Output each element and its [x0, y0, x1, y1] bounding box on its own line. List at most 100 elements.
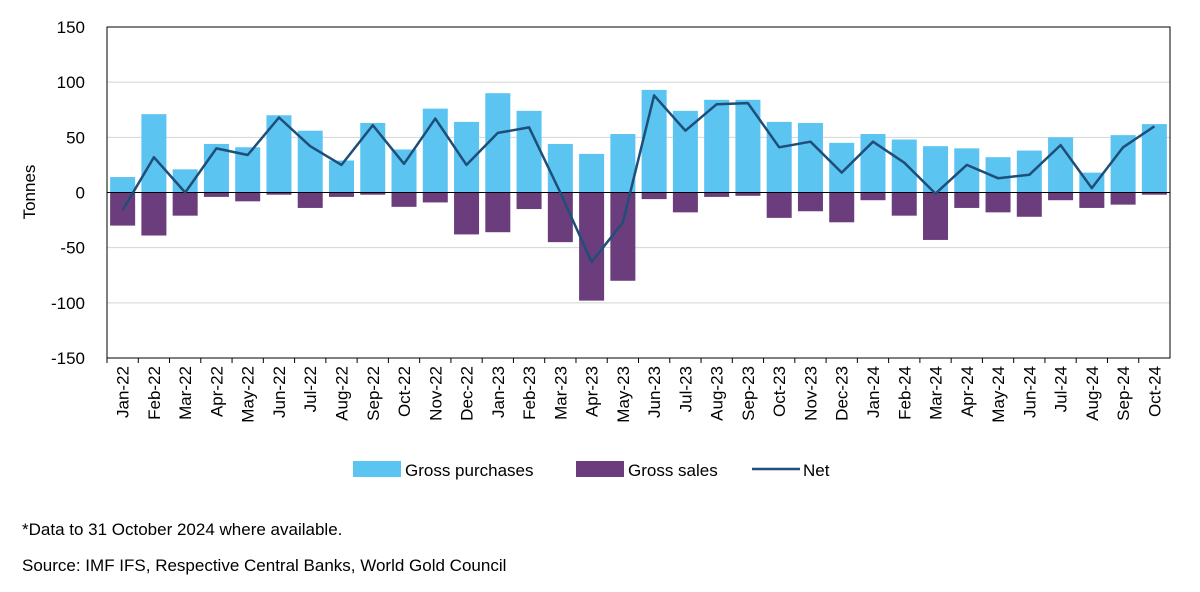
bar-gross-sales [516, 192, 542, 210]
legend-label-gross-sales: Gross sales [628, 461, 718, 480]
x-tick-label: Oct-24 [1145, 366, 1164, 417]
bar-gross-sales [766, 192, 792, 218]
legend-label-gross-purchases: Gross purchases [405, 461, 534, 480]
bar-gross-sales [1110, 192, 1136, 205]
legend-swatch-gross-purchases [353, 461, 401, 477]
x-tick-label: May-22 [239, 366, 258, 423]
bar-gross-sales [454, 192, 480, 235]
x-axis-ticks: Jan-22 Feb-22 Mar-22 Apr-22 May-22 Jun-22 Jul-… [106, 358, 1164, 423]
bar-gross-purchases [516, 110, 542, 193]
legend-swatch-gross-sales [576, 461, 624, 477]
x-tick-label: Feb-24 [895, 366, 914, 420]
bar-gross-sales [172, 192, 198, 216]
bar-gross-purchases [954, 148, 980, 193]
bar-gross-purchases [610, 134, 636, 193]
x-tick-label: Jan-24 [864, 366, 883, 418]
bar-gross-purchases [1016, 150, 1042, 193]
y-tick-label: -100 [51, 294, 85, 313]
bar-gross-sales [1016, 192, 1042, 217]
bar-gross-sales [641, 192, 667, 200]
bar-gross-purchases [422, 108, 448, 193]
legend-label-net: Net [803, 461, 830, 480]
y-tick-label: -50 [60, 239, 85, 258]
bar-gross-sales [704, 192, 730, 197]
net-line [121, 94, 1156, 264]
bar-gross-sales [797, 192, 823, 212]
bar-gross-purchases [360, 122, 386, 193]
bar-gross-sales [1048, 192, 1074, 201]
bar-gross-sales [422, 192, 448, 203]
x-tick-label: Apr-24 [958, 366, 977, 417]
bar-gross-purchases [391, 149, 417, 193]
x-tick-label: Apr-22 [207, 366, 226, 417]
bar-gross-sales [891, 192, 917, 216]
x-tick-label: Jul-22 [301, 366, 320, 412]
y-tick-label: 150 [57, 18, 85, 37]
x-tick-label: Sep-23 [739, 366, 758, 421]
bar-gross-sales [735, 192, 761, 196]
x-tick-label: Nov-23 [801, 366, 820, 421]
source-note: Source: IMF IFS, Respective Central Bank… [22, 556, 507, 575]
bar-gross-sales [923, 192, 949, 240]
bar-gross-purchases [1141, 124, 1167, 193]
x-tick-label: Jun-24 [1020, 366, 1039, 418]
bar-gross-sales [1141, 192, 1167, 195]
bar-gross-purchases [704, 99, 730, 193]
bar-gross-sales [360, 192, 386, 195]
bar-gross-sales [203, 192, 229, 197]
y-tick-label: 0 [76, 184, 85, 203]
x-tick-label: Nov-22 [426, 366, 445, 421]
x-tick-label: Feb-23 [520, 366, 539, 420]
bar-gross-sales [485, 192, 511, 233]
y-axis-label: Tonnes [20, 165, 39, 220]
x-tick-label: Oct-23 [770, 366, 789, 417]
bar-gross-purchases [579, 153, 605, 193]
bar-gross-purchases [1110, 135, 1136, 193]
bar-gross-sales [1079, 192, 1105, 208]
x-tick-label: Mar-22 [176, 366, 195, 420]
y-axis-ticks: 150 100 50 0 -50 -100 -150 [51, 18, 85, 368]
bar-gross-sales [579, 192, 605, 301]
x-tick-label: May-24 [989, 366, 1008, 423]
bar-gross-purchases [766, 121, 792, 193]
x-tick-label: Oct-22 [395, 366, 414, 417]
x-tick-label: Aug-23 [708, 366, 727, 421]
bar-gross-sales [860, 192, 886, 201]
x-tick-label: Feb-22 [145, 366, 164, 420]
bar-gross-purchases [860, 134, 886, 193]
x-tick-label: Sep-24 [1114, 366, 1133, 421]
bar-gross-purchases [203, 143, 229, 193]
bar-gross-sales [954, 192, 980, 208]
bar-gross-sales [610, 192, 636, 281]
x-tick-label: Sep-22 [364, 366, 383, 421]
x-tick-label: Jan-23 [489, 366, 508, 418]
bar-gross-purchases [829, 142, 855, 193]
x-tick-label: Jul-23 [676, 366, 695, 412]
bar-gross-sales [297, 192, 323, 208]
bar-gross-sales [235, 192, 261, 202]
gross-sales-bars [110, 192, 1167, 301]
y-tick-label: -150 [51, 349, 85, 368]
y-tick-label: 50 [66, 128, 85, 147]
bar-gross-sales [266, 192, 292, 195]
bar-gross-sales [829, 192, 855, 223]
bar-gross-purchases [641, 89, 667, 193]
bar-gross-sales [328, 192, 354, 197]
bar-gross-sales [985, 192, 1011, 213]
x-tick-label: Aug-22 [332, 366, 351, 421]
bar-gross-sales [141, 192, 167, 236]
bar-gross-purchases [797, 122, 823, 193]
x-tick-label: Mar-24 [927, 366, 946, 420]
bar-gross-purchases [891, 139, 917, 193]
chart: 150 100 50 0 -50 -100 -150 Jan-22 Feb-22 Mar-22 A… [20, 18, 1171, 480]
x-tick-label: Dec-22 [458, 366, 477, 421]
bar-gross-purchases [547, 143, 573, 193]
legend: Gross purchases Gross sales Net [353, 461, 830, 480]
bar-gross-purchases [297, 130, 323, 193]
x-tick-label: Jan-22 [114, 366, 133, 418]
y-tick-label: 100 [57, 73, 85, 92]
x-tick-label: Dec-23 [833, 366, 852, 421]
bar-gross-sales [672, 192, 698, 213]
bar-gross-sales [547, 192, 573, 243]
x-tick-label: Jun-22 [270, 366, 289, 418]
